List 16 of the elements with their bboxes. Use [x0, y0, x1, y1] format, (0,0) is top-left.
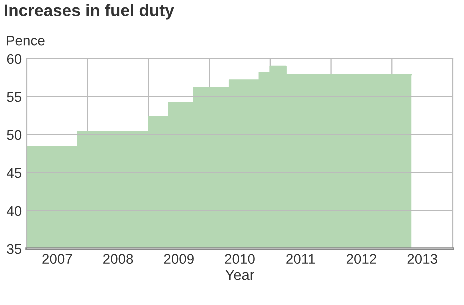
chart-title: Increases in fuel duty [5, 4, 174, 20]
y-tick-label: 35 [7, 244, 22, 254]
x-tick-label: 2013 [408, 254, 438, 264]
x-tick-label: 2008 [104, 254, 134, 264]
x-tick-label: 2011 [286, 254, 316, 264]
y-axis-title: Pence [7, 36, 45, 46]
y-tick-label: 60 [7, 54, 22, 64]
y-tick-label: 55 [7, 92, 22, 102]
x-axis-title: Year [226, 270, 254, 280]
y-tick-label: 45 [7, 168, 22, 178]
x-tick-label: 2012 [346, 254, 376, 264]
y-tick-label: 40 [7, 206, 22, 216]
y-tick-label: 50 [7, 130, 22, 140]
x-tick-label: 2009 [164, 254, 194, 264]
x-tick-label: 2010 [225, 254, 255, 264]
x-tick-label: 2007 [42, 254, 72, 264]
